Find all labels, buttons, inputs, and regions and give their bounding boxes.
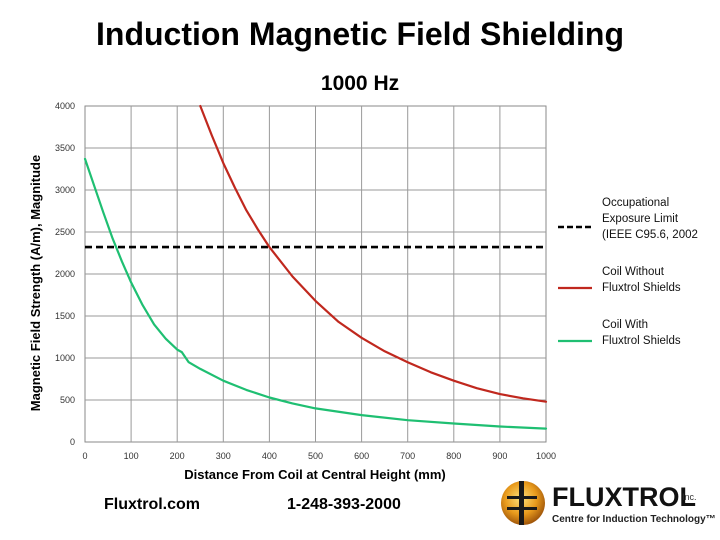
legend: Occupational Exposure Limit (IEEE C95.6, 2… <box>558 197 698 347</box>
x-tick-label: 700 <box>400 451 415 461</box>
x-tick-label: 500 <box>308 451 323 461</box>
x-tick-label: 0 <box>82 451 87 461</box>
logo-wordmark: FLUXTROL <box>552 482 696 512</box>
x-tick-label: 200 <box>170 451 185 461</box>
fluxtrol-logo-icon <box>501 481 545 525</box>
legend-label: Coil With <box>602 319 648 331</box>
chart-subtitle: 1000 Hz <box>320 72 400 95</box>
logo-inc: Inc. <box>682 492 697 502</box>
y-tick-label: 500 <box>60 395 75 405</box>
fluxtrol-logo: FLUXTROL Inc. Centre for Induction Techn… <box>498 478 716 530</box>
series-lines <box>83 104 548 430</box>
x-tick-label: 400 <box>262 451 277 461</box>
y-tick-label: 3500 <box>55 143 75 153</box>
chart-title: Induction Magnetic Field Shielding <box>96 16 624 52</box>
x-tick-labels: 0 100 200 300 400 500 600 700 800 900 1000 <box>82 451 556 461</box>
footer-phone: 1-248-393-2000 <box>287 496 401 513</box>
x-tick-label: 300 <box>216 451 231 461</box>
logo-tagline: Centre for Induction Technology™ <box>552 514 716 525</box>
legend-label: (IEEE C95.6, 2002 <box>602 229 698 241</box>
legend-label: Occupational <box>602 197 669 209</box>
x-tick-label: 1000 <box>536 451 556 461</box>
y-axis-label: Magnetic Field Strength (A/m), Magnitude <box>28 155 43 411</box>
y-tick-label: 1500 <box>55 311 75 321</box>
x-tick-label: 800 <box>446 451 461 461</box>
y-tick-label: 3000 <box>55 185 75 195</box>
legend-label: Fluxtrol Shields <box>602 282 681 294</box>
x-axis-label: Distance From Coil at Central Height (mm… <box>184 467 445 482</box>
x-tick-label: 100 <box>124 451 139 461</box>
y-tick-label: 1000 <box>55 353 75 363</box>
legend-label: Fluxtrol Shields <box>602 335 681 347</box>
x-tick-label: 600 <box>354 451 369 461</box>
y-tick-label: 2500 <box>55 227 75 237</box>
gridlines <box>85 106 546 442</box>
series-line-2 <box>199 104 548 403</box>
y-tick-labels: 0 500 1000 1500 2000 2500 3000 3500 4000 <box>55 101 75 447</box>
legend-label: Coil Without <box>602 266 665 278</box>
y-tick-label: 4000 <box>55 101 75 111</box>
y-tick-label: 2000 <box>55 269 75 279</box>
legend-label: Exposure Limit <box>602 213 679 225</box>
series-line-3 <box>83 157 548 430</box>
y-tick-label: 0 <box>70 437 75 447</box>
footer-website[interactable]: Fluxtrol.com <box>104 496 201 513</box>
x-tick-label: 900 <box>492 451 507 461</box>
